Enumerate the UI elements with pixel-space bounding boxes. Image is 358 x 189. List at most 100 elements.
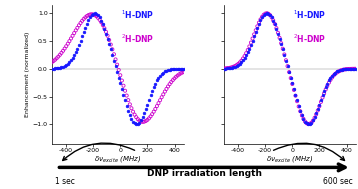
Point (55, 67, 61, 70)
Point (108, 43, 113, 46)
Text: $^{1}$H-DNP: $^{1}$H-DNP (121, 9, 154, 21)
Point (277, 36, 282, 39)
Point (170, 79, 176, 82)
Point (54, 67, 59, 70)
Point (154, 79, 160, 82)
Point (165, 69, 171, 72)
Point (290, 82, 295, 85)
Point (316, 103, 322, 106)
Point (332, 72, 338, 75)
Point (110, 53, 115, 57)
Point (348, 67, 354, 70)
Point (124, 94, 130, 97)
Point (281, 53, 287, 57)
Point (140, 116, 145, 119)
Point (261, 13, 267, 16)
Point (329, 76, 335, 79)
Point (292, 93, 298, 96)
Point (275, 31, 281, 34)
Point (285, 65, 290, 68)
Point (280, 47, 286, 50)
Point (127, 103, 133, 106)
Point (264, 12, 270, 15)
Text: $^{2}$H-DNP: $^{2}$H-DNP (121, 33, 154, 45)
Point (318, 100, 324, 103)
Point (129, 117, 134, 120)
Point (283, 59, 289, 62)
Point (288, 77, 294, 80)
Point (57, 53, 63, 56)
Point (313, 112, 319, 115)
Point (321, 92, 327, 95)
Point (312, 116, 318, 119)
Point (156, 76, 161, 79)
Point (347, 67, 352, 70)
Point (68, 59, 74, 62)
Point (65, 42, 71, 45)
Point (156, 102, 161, 105)
Point (52, 67, 58, 70)
Point (320, 96, 325, 99)
Point (226, 67, 232, 70)
Point (221, 67, 227, 70)
Point (117, 82, 123, 85)
Point (102, 27, 107, 30)
Point (149, 113, 155, 116)
Point (135, 122, 141, 125)
Point (235, 64, 241, 67)
Point (111, 53, 117, 56)
Point (65, 62, 71, 65)
Point (119, 79, 125, 82)
Point (154, 105, 160, 108)
Point (134, 116, 139, 119)
Point (121, 84, 126, 87)
Text: $^{2}$H-DNP: $^{2}$H-DNP (293, 33, 326, 45)
Point (167, 83, 173, 86)
Point (125, 109, 131, 112)
Point (105, 34, 111, 37)
Point (93, 12, 99, 15)
Point (138, 120, 144, 123)
Point (181, 70, 187, 73)
Point (63, 45, 69, 48)
Point (259, 15, 265, 18)
Point (100, 23, 106, 26)
Point (266, 12, 271, 15)
Point (334, 70, 340, 73)
Point (243, 54, 249, 57)
Point (224, 67, 230, 70)
Text: DNP irradiation length: DNP irradiation length (146, 169, 262, 178)
Point (168, 81, 174, 84)
Point (89, 13, 95, 16)
Point (264, 12, 270, 15)
Point (113, 65, 118, 68)
Point (344, 67, 349, 70)
Point (305, 123, 311, 126)
Point (297, 110, 303, 113)
Point (350, 67, 355, 70)
Point (63, 64, 69, 67)
Point (328, 76, 333, 79)
Point (307, 122, 313, 125)
Point (113, 58, 118, 61)
Point (269, 16, 275, 19)
Point (176, 67, 182, 70)
Point (299, 114, 305, 117)
Point (274, 27, 279, 30)
Point (277, 37, 282, 40)
Point (332, 71, 338, 74)
Point (141, 112, 147, 115)
Point (258, 19, 263, 22)
Point (340, 68, 346, 71)
Point (348, 67, 354, 70)
Point (334, 71, 340, 74)
Point (49, 61, 55, 64)
Point (224, 67, 230, 70)
Point (143, 108, 149, 111)
Point (242, 54, 247, 57)
Point (78, 39, 83, 42)
Point (337, 69, 343, 72)
Point (256, 22, 262, 25)
Point (79, 35, 85, 38)
Point (178, 67, 184, 70)
